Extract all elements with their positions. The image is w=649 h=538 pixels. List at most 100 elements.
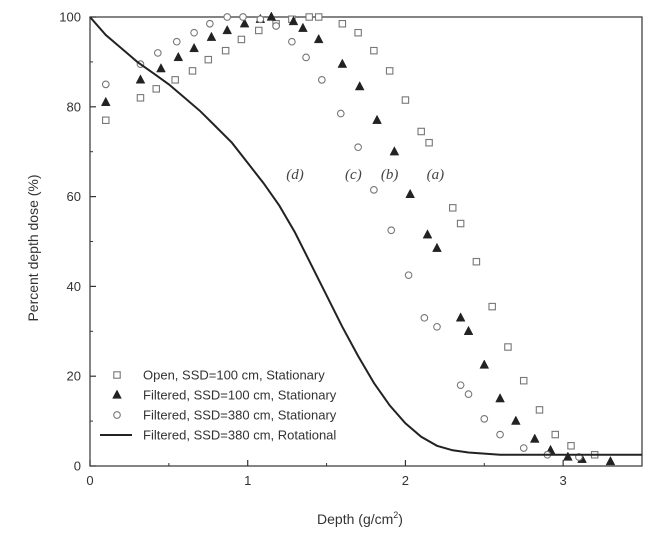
y-tick-label: 100 — [59, 10, 81, 25]
legend-item: Filtered, SSD=380 cm, Rotational — [100, 428, 336, 443]
data-point — [480, 415, 489, 423]
data-point — [305, 13, 313, 21]
legend-label: Filtered, SSD=380 cm, Stationary — [143, 408, 337, 423]
data-point — [189, 42, 199, 53]
x-tick-label: 2 — [402, 473, 409, 488]
data-point — [405, 188, 415, 199]
series-3 — [101, 13, 583, 461]
data-point — [237, 35, 246, 44]
x-axis-title: Depth (g/cm2) — [317, 510, 403, 527]
data-point — [511, 415, 521, 425]
curve-annotations: (d) (c) (b) (a) — [286, 167, 444, 183]
data-point — [496, 430, 504, 439]
data-point — [605, 455, 616, 466]
data-point — [190, 28, 198, 37]
data-point — [239, 18, 250, 28]
data-point — [239, 13, 247, 21]
data-point — [495, 393, 505, 403]
legend-marker — [113, 371, 121, 379]
y-tick-label: 20 — [67, 369, 81, 384]
data-point — [456, 219, 465, 228]
data-point — [370, 186, 378, 194]
data-point — [519, 376, 528, 385]
data-point — [370, 46, 378, 55]
legend-item: Open, SSD=100 cm, Stationary — [113, 368, 325, 383]
x-axis-title-superscript: 2 — [393, 510, 398, 520]
data-point — [153, 49, 162, 57]
data-point — [171, 76, 179, 84]
data-point — [432, 242, 442, 252]
data-point — [519, 444, 528, 452]
data-point — [302, 53, 310, 62]
y-axis-title: Percent depth dose (%) — [25, 174, 41, 321]
data-point — [420, 313, 429, 322]
data-point — [222, 24, 233, 35]
y-tick-label: 80 — [67, 99, 81, 114]
data-point — [204, 55, 213, 64]
data-point — [221, 46, 230, 55]
legend-label: Filtered, SSD=380 cm, Rotational — [143, 428, 336, 443]
data-point — [100, 96, 111, 106]
curve-label: (b) — [381, 167, 399, 183]
data-point — [136, 94, 145, 102]
data-point — [372, 114, 382, 124]
data-point — [173, 51, 184, 62]
data-point — [255, 26, 263, 35]
data-point — [288, 37, 296, 46]
data-point — [425, 138, 433, 147]
data-point — [338, 19, 347, 28]
data-point — [337, 58, 348, 68]
data-point — [455, 312, 466, 322]
data-point — [188, 67, 197, 75]
data-point — [463, 325, 474, 335]
data-point — [535, 406, 544, 414]
data-point — [354, 28, 362, 37]
data-point — [448, 204, 457, 212]
data-point — [223, 13, 232, 21]
y-tick-label: 60 — [67, 189, 81, 204]
data-point — [317, 76, 326, 84]
legend-marker — [113, 411, 121, 419]
data-point — [101, 80, 110, 89]
x-tick-label: 1 — [244, 473, 251, 488]
data-point — [385, 67, 394, 75]
data-point — [288, 15, 299, 26]
data-point — [404, 271, 413, 280]
legend-item: Filtered, SSD=380 cm, Stationary — [113, 408, 337, 423]
data-point — [206, 31, 217, 41]
axes-layer: 0 1 2 3 0 20 40 60 80 100 — [59, 10, 566, 489]
data-point — [433, 322, 441, 331]
data-point — [354, 81, 365, 91]
y-tick-label: 0 — [74, 459, 81, 474]
data-point — [256, 15, 265, 24]
data-point — [488, 302, 496, 311]
series-line — [89, 16, 642, 456]
y-tick-label: 40 — [67, 279, 81, 294]
data-point — [417, 127, 425, 136]
data-point — [529, 433, 540, 443]
legend-label: Filtered, SSD=100 cm, Stationary — [143, 388, 337, 403]
curve-label: (a) — [427, 167, 445, 183]
legend-marker — [112, 389, 122, 399]
data-point — [567, 442, 575, 450]
x-tick-label: 0 — [86, 473, 93, 488]
data-point — [336, 109, 345, 118]
curve-label: (c) — [345, 167, 362, 183]
data-point — [389, 146, 400, 156]
series-4 — [89, 16, 642, 456]
data-point — [479, 359, 490, 369]
data-point — [354, 143, 362, 152]
x-tick-label: 3 — [560, 473, 567, 488]
data-point — [551, 430, 560, 439]
legend: Open, SSD=100 cm, Stationary Filtered, SS… — [100, 368, 337, 443]
curve-label: (d) — [286, 167, 304, 183]
data-point — [152, 85, 160, 93]
data-point — [387, 226, 396, 235]
data-point — [314, 13, 323, 21]
data-point — [135, 74, 146, 84]
data-point — [504, 343, 512, 351]
data-point — [272, 22, 280, 30]
data-point — [266, 11, 277, 21]
data-point — [456, 381, 465, 390]
series-layer — [89, 11, 642, 466]
